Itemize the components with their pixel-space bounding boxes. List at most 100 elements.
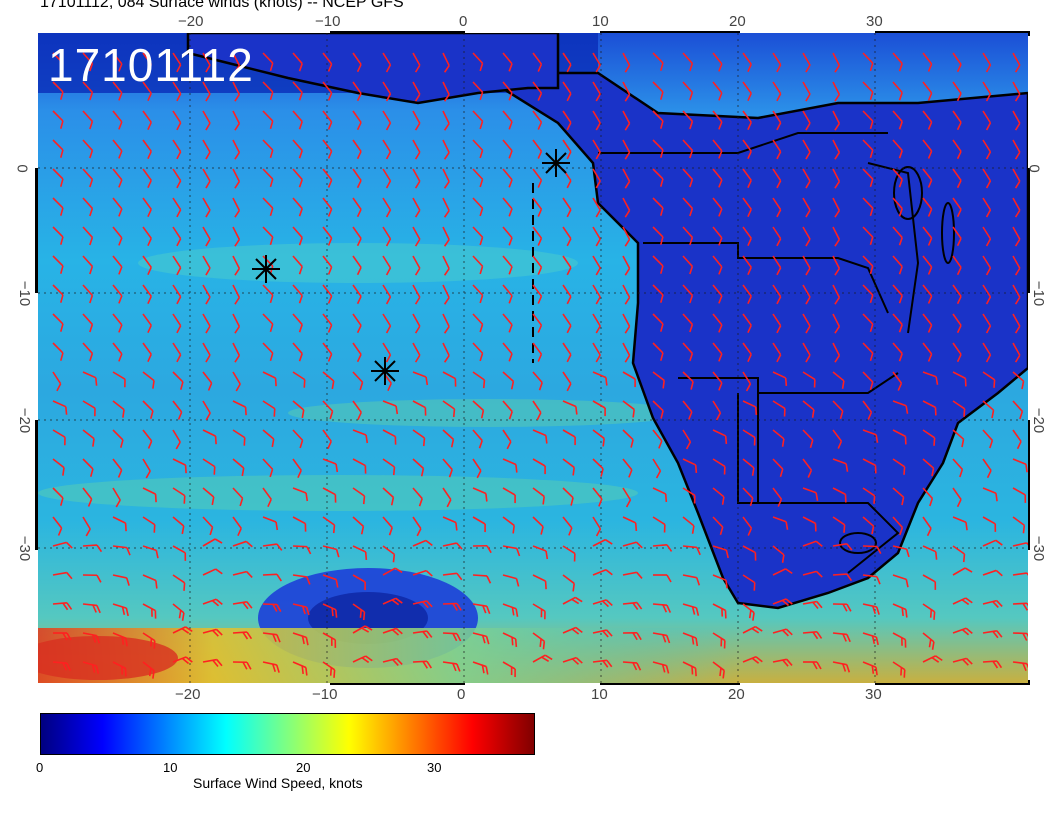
wind-barb [232, 110, 241, 131]
wind-barb [832, 226, 841, 247]
wind-barb [532, 458, 546, 475]
wind-barb [292, 52, 303, 72]
wind-barb [532, 255, 543, 275]
wind-barb [172, 52, 182, 73]
wind-barb [772, 342, 782, 363]
wind-barb [802, 226, 811, 247]
wind-barb [112, 81, 123, 101]
wind-barb [892, 545, 910, 558]
wind-barb [292, 603, 310, 616]
wind-barb [682, 400, 693, 420]
wind-barb [652, 255, 664, 274]
wind-barb [232, 458, 245, 477]
wind-barb [292, 255, 303, 275]
wind-barb [112, 545, 131, 556]
wind-barb [982, 630, 1003, 639]
wind-barb [982, 599, 1003, 608]
wind-barb [652, 371, 665, 389]
wind-barb [652, 226, 664, 245]
lat-tick-right: 0 [1025, 164, 1043, 173]
wind-barb [202, 52, 211, 73]
wind-barb [202, 400, 211, 421]
wind-barb [82, 371, 98, 386]
wind-barb [922, 313, 933, 333]
wind-barb [532, 400, 542, 421]
wind-barb [142, 342, 152, 363]
wind-barb [802, 284, 811, 305]
wind-barb [952, 487, 962, 508]
wind-barb [442, 313, 450, 334]
wind-barb [682, 603, 700, 616]
wind-barb [232, 139, 241, 160]
wind-barb [502, 139, 513, 159]
wind-barb [52, 197, 64, 216]
wind-barb [112, 139, 123, 159]
wind-barb [682, 81, 694, 101]
wind-barb [352, 139, 362, 160]
wind-barb [52, 458, 65, 476]
wind-barb [742, 400, 758, 416]
wind-barb [622, 371, 636, 388]
wind-barb [532, 342, 543, 362]
wind-barb [352, 545, 368, 561]
wind-barb [982, 197, 992, 218]
wind-barb [112, 574, 130, 586]
wind-barb [502, 661, 516, 678]
wind-barb [622, 516, 638, 532]
wind-barb [862, 487, 876, 504]
wind-barb [82, 574, 102, 583]
wind-barb [952, 139, 962, 160]
wind-barb [382, 657, 403, 666]
wind-barb [142, 52, 152, 73]
wind-barb [592, 659, 613, 668]
wind-barb [352, 458, 367, 474]
wind-barb [742, 197, 752, 218]
wind-barb [292, 197, 303, 217]
wind-barb [502, 52, 513, 72]
wind-barb [142, 139, 152, 160]
wind-barb [262, 168, 274, 188]
wind-barb [52, 110, 64, 129]
wind-barb [892, 342, 903, 362]
wind-barb [652, 139, 664, 158]
wind-barb [712, 255, 723, 275]
wind-barb [562, 516, 573, 536]
wind-barb [772, 284, 782, 305]
wind-barb [262, 342, 274, 362]
wind-barb [712, 545, 729, 559]
wind-barb [772, 168, 782, 189]
wind-barb [892, 429, 907, 445]
wind-barb [352, 52, 362, 73]
wind-barb [562, 626, 583, 635]
wind-barb [592, 487, 603, 507]
wind-barb [862, 632, 879, 646]
wind-barb [172, 458, 187, 474]
wind-barb [622, 661, 642, 671]
wind-barb [112, 255, 123, 275]
wind-map-svg [38, 33, 1028, 683]
wind-barb [502, 574, 520, 587]
wind-barb [202, 110, 211, 131]
wind-barb [52, 541, 73, 549]
wind-barb [622, 601, 643, 610]
wind-barb [352, 574, 366, 591]
wind-barb [832, 168, 841, 189]
wind-barb [1012, 542, 1028, 550]
wind-barb [172, 139, 182, 160]
wind-barb [922, 545, 938, 560]
wind-barb [832, 516, 846, 533]
wind-barb [622, 255, 631, 276]
wind-barb [82, 139, 94, 159]
wind-barb [562, 342, 572, 363]
wind-barb [202, 313, 211, 334]
wind-barb [682, 661, 697, 677]
wind-barb [802, 342, 811, 363]
wind-barb [922, 110, 933, 130]
wind-barb [112, 313, 123, 333]
wind-barb [562, 52, 572, 73]
wind-barb [502, 284, 513, 304]
wind-barb [652, 52, 664, 71]
colorbar [40, 713, 535, 755]
wind-barb [892, 139, 903, 159]
wind-barb [382, 567, 403, 576]
